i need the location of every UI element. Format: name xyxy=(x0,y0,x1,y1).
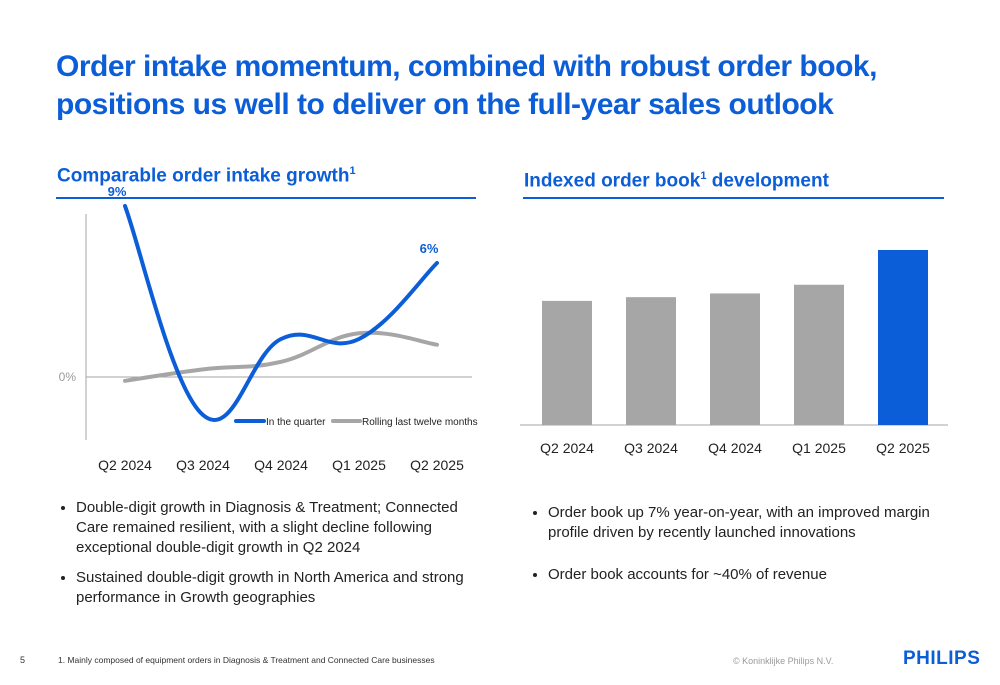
bar xyxy=(542,300,592,425)
bar xyxy=(878,250,928,425)
x-tick-label: Q4 2024 xyxy=(254,457,308,473)
philips-logo: PHILIPS xyxy=(903,648,981,669)
left-panel-heading: Comparable order intake growth1 xyxy=(57,165,356,187)
title-line-2: positions us well to deliver on the full… xyxy=(56,88,834,121)
right-bullet-1: Order book up 7% year-on-year, with an i… xyxy=(548,503,948,543)
bar xyxy=(626,297,676,425)
quarter-data-label: 6% xyxy=(420,241,439,256)
x-tick-label: Q1 2025 xyxy=(332,457,386,473)
page-title: Order intake momentum, combined with rob… xyxy=(56,48,956,124)
bar-tick-label: Q3 2024 xyxy=(624,440,678,456)
right-panel-heading: Indexed order book1 development xyxy=(524,170,829,192)
right-panel-rule xyxy=(523,197,944,199)
copyright: © Koninklijke Philips N.V. xyxy=(733,656,834,666)
bar-tick-label: Q2 2024 xyxy=(540,440,594,456)
title-line-1: Order intake momentum, combined with rob… xyxy=(56,50,877,83)
bar-tick-label: Q4 2024 xyxy=(708,440,762,456)
x-tick-label: Q3 2024 xyxy=(176,457,230,473)
quarter-data-label: 9% xyxy=(108,184,127,199)
right-panel-heading-suffix: development xyxy=(706,170,829,192)
right-panel-heading-text: Indexed order book xyxy=(524,170,701,192)
left-panel-heading-text: Comparable order intake growth xyxy=(57,165,350,187)
legend: In the quarter Rolling last twelve month… xyxy=(234,417,478,428)
x-tick-label: Q2 2025 xyxy=(410,457,464,473)
bar-tick-label: Q1 2025 xyxy=(792,440,846,456)
order-intake-line-chart: 0% Q2 2024 Q3 2024 Q4 2024 Q1 2025 Q2 2025 9… xyxy=(59,184,478,473)
bar xyxy=(794,284,844,425)
legend-label-quarter: In the quarter xyxy=(266,417,326,428)
right-bullet-2: Order book accounts for ~40% of revenue xyxy=(548,565,948,585)
left-panel-heading-sup: 1 xyxy=(349,165,356,177)
bar-tick-label: Q2 2025 xyxy=(876,440,930,456)
order-book-bar-chart: Q2 2024 Q3 2024 Q4 2024 Q1 2025 Q2 2025 xyxy=(520,250,948,456)
left-bullet-2: Sustained double-digit growth in North A… xyxy=(76,568,486,608)
x-tick-label: Q2 2024 xyxy=(98,457,152,473)
right-panel-heading-sup: 1 xyxy=(700,170,707,182)
footnote: 1. Mainly composed of equipment orders i… xyxy=(58,655,435,665)
bar xyxy=(710,293,760,425)
series-quarter-line xyxy=(123,204,439,422)
page-number: 5 xyxy=(20,655,26,665)
left-bullets: Double-digit growth in Diagnosis & Treat… xyxy=(58,498,486,618)
right-bullets: Order book up 7% year-on-year, with an i… xyxy=(530,503,948,595)
zero-label: 0% xyxy=(59,370,77,384)
left-bullet-1: Double-digit growth in Diagnosis & Treat… xyxy=(76,498,486,558)
legend-label-rolling: Rolling last twelve months xyxy=(362,417,478,428)
left-panel-rule xyxy=(56,197,476,199)
